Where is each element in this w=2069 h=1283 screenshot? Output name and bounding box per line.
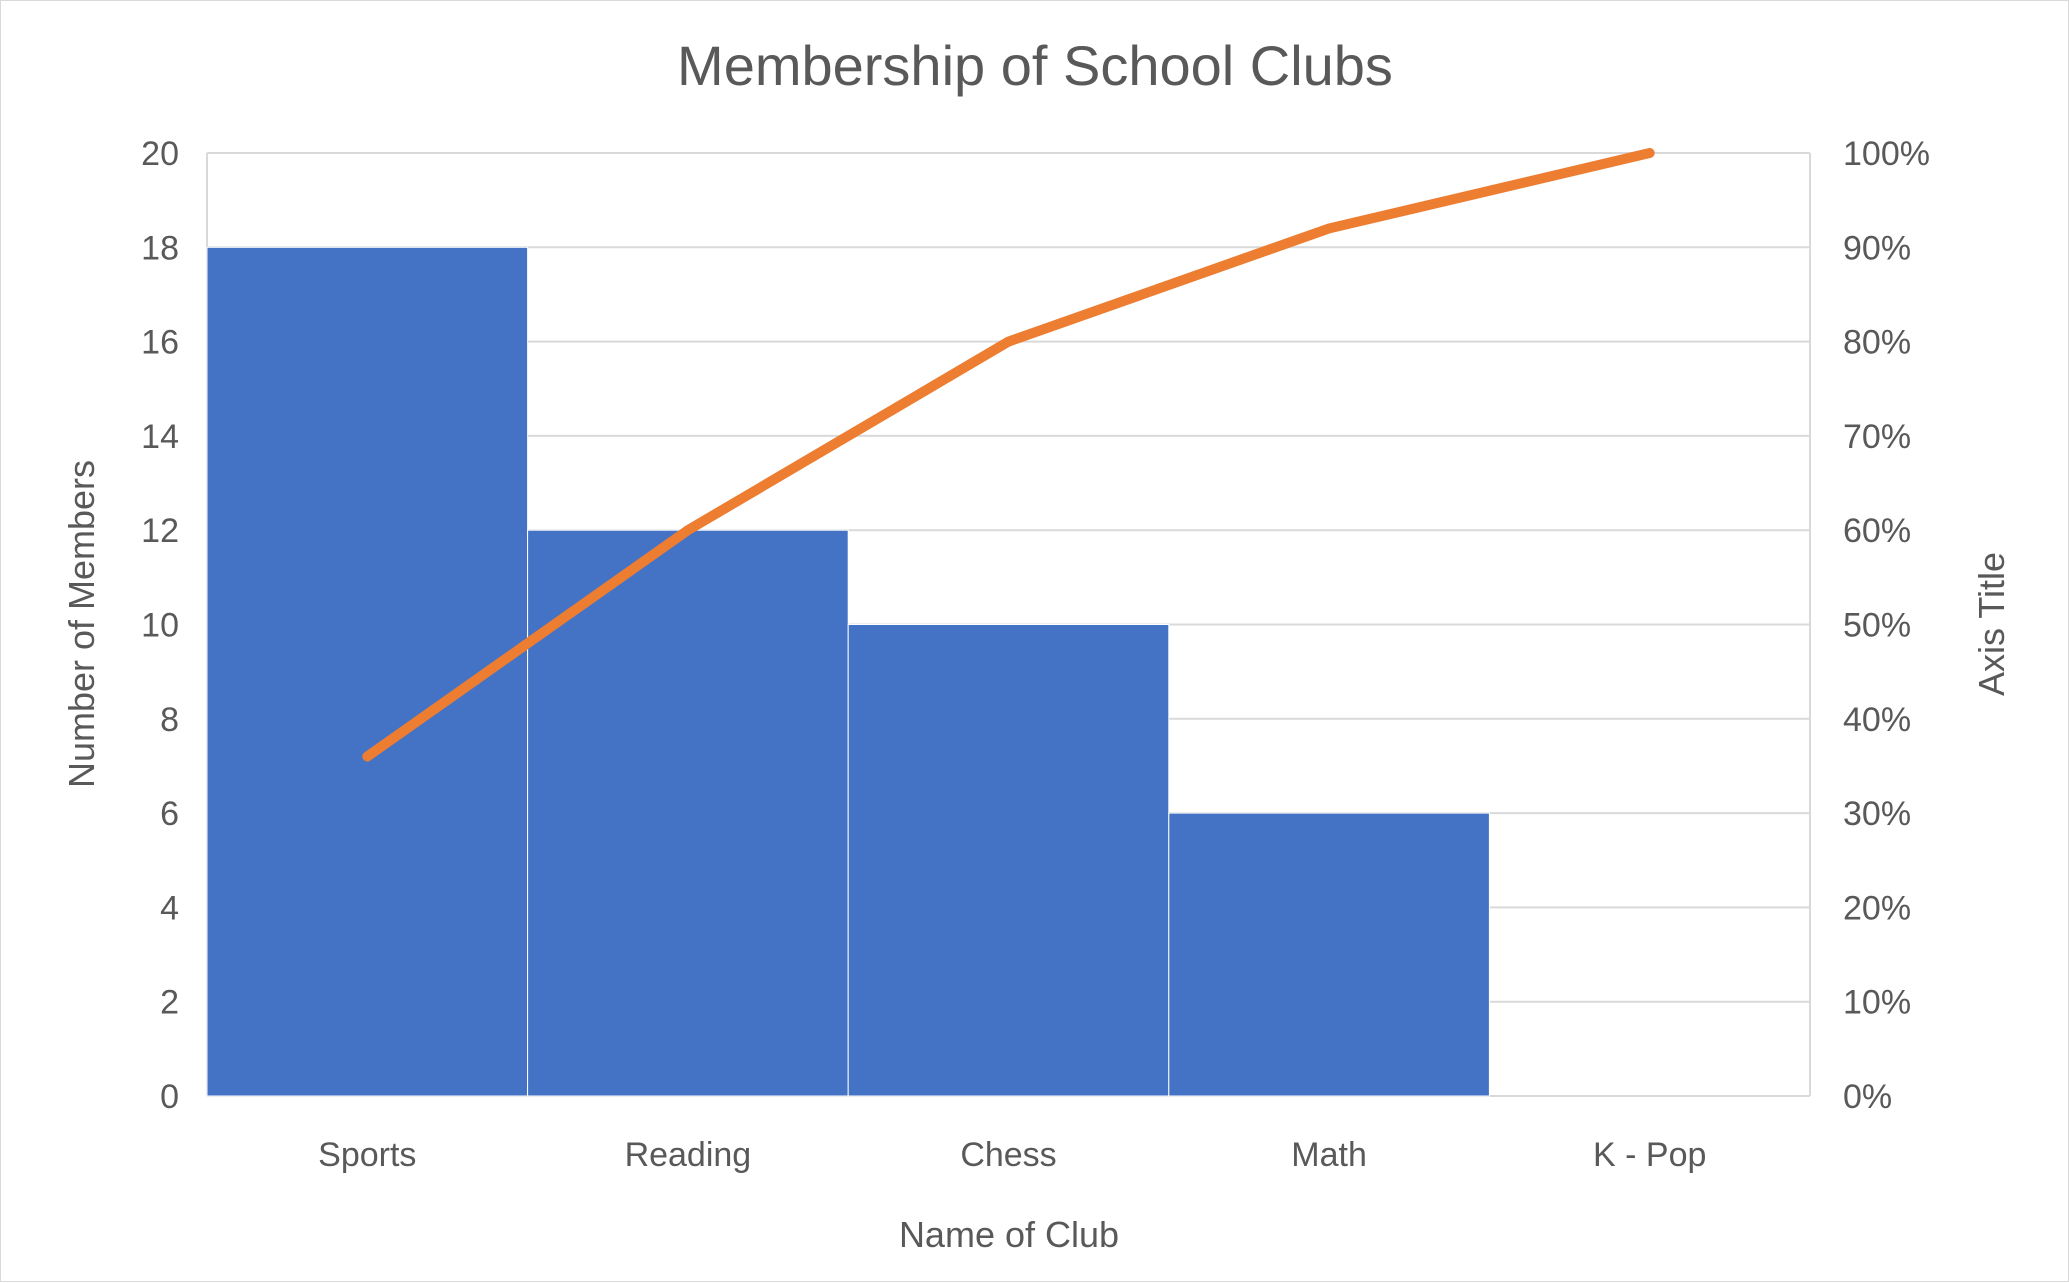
bars	[206, 246, 1490, 1097]
cumulative-percent-line	[362, 148, 1655, 762]
y2-tick-label: 90%	[1843, 229, 1911, 267]
y-tick-label: 20	[141, 135, 179, 173]
y-tick-label: 10	[141, 607, 179, 645]
bar-reading	[527, 529, 849, 1097]
y2-tick-label: 30%	[1843, 795, 1911, 833]
y-tick-label: 4	[160, 889, 179, 927]
y2-tick-label: 60%	[1843, 512, 1911, 550]
y-axis-title: Number of Members	[61, 460, 102, 788]
x-axis-title: Name of Club	[899, 1214, 1119, 1255]
cumulative-line-layer	[362, 148, 1655, 762]
y2-tick-label: 80%	[1843, 324, 1911, 362]
bar-math	[1168, 812, 1490, 1097]
y-tick-label: 14	[141, 418, 179, 456]
y-tick-label: 2	[160, 984, 179, 1022]
y2-axis-title: Axis Title	[1971, 552, 2012, 696]
bar-sports	[206, 246, 529, 1097]
y-tick-label: 18	[141, 229, 179, 267]
y2-tick-label: 20%	[1843, 889, 1911, 927]
y2-tick-label: 50%	[1843, 607, 1911, 645]
x-tick-label: Sports	[318, 1136, 416, 1174]
y-tick-label: 12	[141, 512, 179, 550]
y-tick-label: 16	[141, 324, 179, 362]
y2-tick-label: 10%	[1843, 984, 1911, 1022]
y-tick-label: 6	[160, 795, 179, 833]
x-tick-label: Math	[1291, 1136, 1367, 1174]
y2-tick-label: 40%	[1843, 701, 1911, 739]
x-tick-label: K - Pop	[1593, 1136, 1706, 1174]
x-tick-label: Reading	[625, 1136, 752, 1174]
y2-tick-label: 0%	[1843, 1078, 1892, 1116]
chart-title: Membership of School Clubs	[677, 34, 1393, 97]
y2-tick-label: 70%	[1843, 418, 1911, 456]
y2-tick-label: 100%	[1843, 135, 1930, 173]
y2-axis-ticks: 0% 10% 20% 30% 40% 50% 60% 70% 80% 90% 100%	[1843, 135, 1930, 1116]
y-axis-ticks: 0 2 4 6 8 10 12 14 16 18 20	[141, 135, 179, 1116]
y-tick-label: 8	[160, 701, 179, 739]
x-tick-label: Chess	[960, 1136, 1056, 1174]
y-tick-label: 0	[160, 1078, 179, 1116]
bar-chess	[847, 624, 1170, 1097]
x-axis-ticks: Sports Reading Chess Math K - Pop	[318, 1136, 1706, 1174]
